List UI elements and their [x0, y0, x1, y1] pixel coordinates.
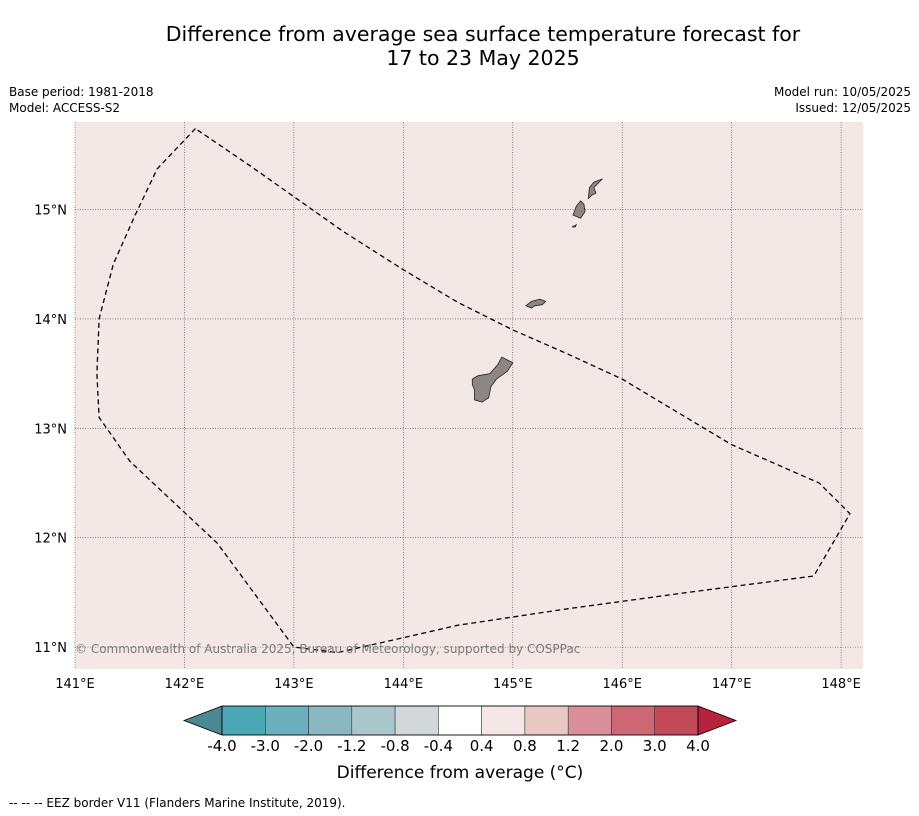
meta-right: Model run: 10/05/2025 Issued: 12/05/2025 — [774, 84, 911, 116]
colorbar-title: Difference from average (°C) — [336, 763, 584, 783]
colorbar-tick-label: -0.4 — [424, 737, 453, 755]
colorbar: -4.0 -3.0 -2.0 -1.2 -0.8 -0.4 0.4 0.8 1.2 2.0 3.0 4… — [182, 705, 738, 755]
base-period: Base period: 1981-2018 — [9, 85, 154, 99]
colorbar-tick-label: 1.2 — [556, 737, 580, 755]
colorbar-bin — [524, 705, 569, 736]
x-tick-label: 143°E — [274, 677, 314, 692]
x-tick-label: 141°E — [55, 677, 95, 692]
island-tinian — [572, 200, 586, 219]
x-tick-label: 144°E — [384, 677, 424, 692]
island-aguijan — [571, 223, 578, 228]
colorbar-bin — [308, 705, 353, 736]
model-name: Model: ACCESS-S2 — [9, 101, 121, 115]
meta-left: Base period: 1981-2018 Model: ACCESS-S2 — [9, 84, 154, 116]
model-run: Model run: 10/05/2025 — [773, 85, 911, 99]
x-tick-label: 147°E — [712, 677, 752, 692]
colorbar-tick-label: -3.0 — [251, 737, 280, 755]
map-title: Difference from average sea surface temp… — [60, 22, 906, 70]
x-tick-label: 145°E — [493, 677, 533, 692]
y-tick-label: 15°N — [34, 204, 67, 219]
colorbar-tick-label: 0.8 — [513, 737, 537, 755]
colorbar-tick-label: -4.0 — [207, 737, 236, 755]
colorbar-tick-label: -1.2 — [337, 737, 366, 755]
colorbar-bin — [438, 705, 482, 736]
title-line-2: 17 to 23 May 2025 — [386, 46, 580, 70]
island-guam — [471, 356, 514, 403]
colorbar-tick-label: 0.4 — [470, 737, 494, 755]
colorbar-bin — [654, 705, 699, 736]
map-background — [75, 122, 863, 669]
colorbar-under-arrow — [182, 705, 223, 736]
colorbar-bin — [394, 705, 439, 736]
colorbar-bin — [481, 705, 526, 736]
y-tick-label: 13°N — [34, 422, 67, 437]
colorbar-bin — [611, 705, 655, 736]
y-tick-label: 12°N — [34, 532, 67, 547]
colorbar-tick-label: -0.8 — [380, 737, 409, 755]
copyright-text: © Commonwealth of Australia 2025, Bureau… — [75, 642, 580, 656]
colorbar-bin — [265, 705, 309, 736]
colorbar-bin — [567, 705, 612, 736]
x-tick-label: 142°E — [165, 677, 205, 692]
colorbar-over-arrow — [697, 705, 738, 736]
colorbar-tick-label: 2.0 — [600, 737, 624, 755]
issued-date: Issued: 12/05/2025 — [795, 101, 911, 115]
map-panel: 141°E 142°E 143°E 144°E 145°E 146°E 147°E 148°E… — [34, 122, 863, 692]
x-tick-label: 146°E — [602, 677, 642, 692]
eez-border — [96, 128, 851, 654]
colorbar-tick-label: 4.0 — [686, 737, 710, 755]
y-tick-label: 11°N — [34, 641, 67, 656]
colorbar-bin — [221, 705, 266, 736]
island-rota — [525, 298, 547, 309]
eez-legend-note: -- -- -- EEZ border V11 (Flanders Marine… — [9, 796, 346, 810]
x-tick-label: 148°E — [821, 677, 861, 692]
y-tick-label: 14°N — [34, 313, 67, 328]
colorbar-tick-label: -2.0 — [294, 737, 323, 755]
title-line-1: Difference from average sea surface temp… — [165, 22, 801, 46]
colorbar-bin — [351, 705, 396, 736]
colorbar-tick-label: 3.0 — [643, 737, 667, 755]
island-saipan — [587, 178, 603, 200]
colorbar-frame — [221, 705, 699, 736]
